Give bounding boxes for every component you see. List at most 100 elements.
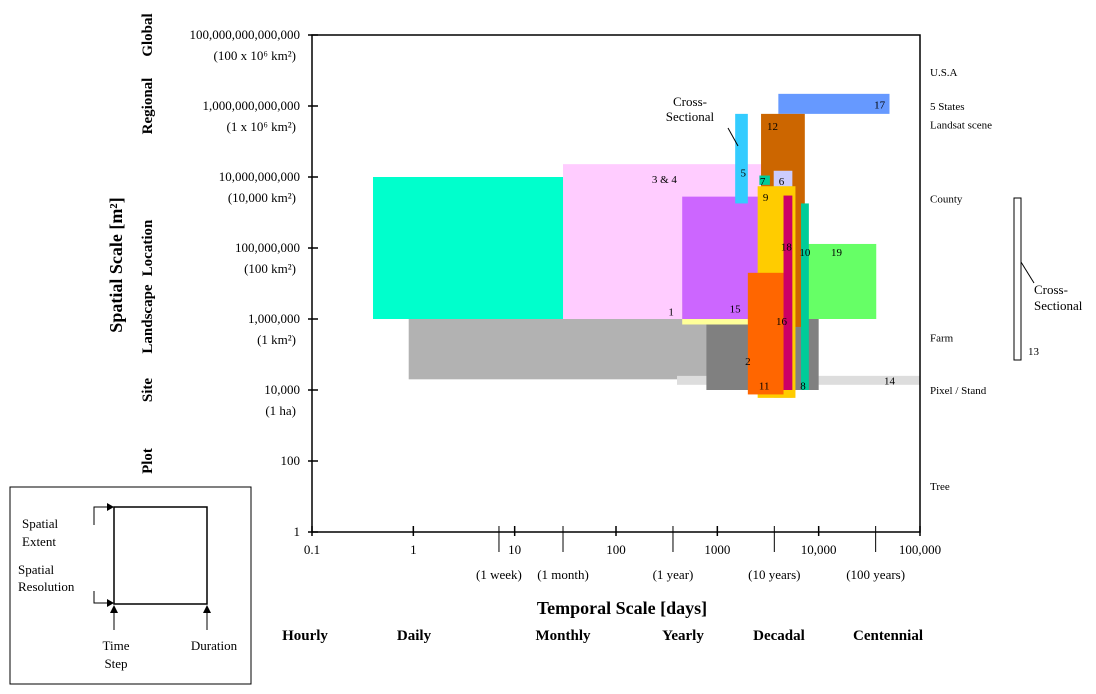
y-tick-sublabel: (100 km²) [244,261,296,276]
right-label: Tree [930,481,950,493]
y-tick-sublabel: (1 km²) [257,332,296,347]
study-label-14: 14 [884,375,896,387]
x-period-label: (100 years) [846,567,905,582]
study-label-11: 11 [759,381,770,393]
legend-spatial-extent: Spatial Extent [22,516,58,549]
study-label-3-4: 3 & 4 [652,174,678,186]
x-period-label: (1 month) [537,567,589,582]
spatial-categories: Plot Site Landscape Location Regional Global [140,13,156,474]
legend-timestep-arrowhead [110,605,118,613]
cross-sectional-annotation-inner: Cross-Sectional [666,94,739,147]
study-label-15: 15 [730,303,742,315]
study-rect-19 [802,243,877,319]
x-period-label: (1 week) [476,567,522,582]
temporal-category-centennial: Centennial [853,628,923,644]
axes: 0.1 1 10 100 1000 10,000 100,000(1 week) (1 mon… [190,27,942,582]
x-axis-title: Temporal Scale [days] [537,598,707,618]
y-tick-sublabel: (10,000 km²) [228,190,296,205]
x-tick-label: 100,000 [899,542,941,557]
x-tick-label: 10 [508,542,521,557]
study-label-18: 18 [781,242,793,254]
study-label-9: 9 [763,192,769,204]
spatial-category-global: Global [140,13,156,56]
y-tick-sublabel: (1 ha) [265,403,296,418]
temporal-category-hourly: Hourly [282,628,328,644]
study-label-8: 8 [800,381,806,393]
y-tick-label: 100,000,000 [235,240,300,255]
temporal-categories: Hourly Daily Monthly Yearly Decadal Centennia… [282,628,923,644]
cross-sectional-annotation-outer: Cross-Sectional 13 [1013,197,1083,361]
x-tick-label: 0.1 [304,542,320,557]
y-tick-label: 10,000 [264,382,300,397]
cross-sectional-label-inner: Cross-Sectional [666,94,715,124]
legend-spatial-resolution: Spatial Resolution [18,562,75,594]
temporal-category-monthly: Monthly [535,628,591,644]
x-tick-label: 1 [410,542,417,557]
temporal-category-daily: Daily [397,628,432,644]
cross-sectional-bar [1013,197,1022,361]
study-label-19: 19 [831,247,843,259]
study-rect-18 [783,195,793,390]
study-label-1: 1 [668,306,674,318]
legend-time-step: Time Step [103,638,130,671]
y-tick-label: 100 [281,453,301,468]
legend-duration: Duration [191,638,238,653]
right-label: Pixel / Stand [930,385,987,397]
study-label-7: 7 [760,176,766,188]
cross-sectional-number: 13 [1028,346,1040,358]
x-period-label: (1 year) [653,567,694,582]
legend-resolution-arrow [93,591,110,604]
y-tick-sublabel: (1 x 10⁶ km²) [227,119,296,134]
x-tick-label: 10,000 [801,542,837,557]
study-label-12: 12 [767,121,778,133]
spatial-category-site: Site [140,378,156,403]
y-tick-label: 1,000,000 [248,311,300,326]
cross-sectional-leader-outer [1020,261,1035,284]
y-tick-label: 1 [294,524,301,539]
study-rectangles [373,93,920,398]
spatial-category-landscape: Landscape [140,284,156,354]
spatial-category-plot: Plot [140,448,156,474]
cross-sectional-leader-inner [727,127,739,147]
right-label: Landsat scene [930,120,992,132]
x-tick-label: 100 [606,542,626,557]
legend: Spatial Extent Spatial Resolution Time Step… [9,486,252,685]
study-label-2: 2 [745,356,751,368]
temporal-category-decadal: Decadal [753,628,805,644]
right-label: U.S.A [930,67,958,79]
study-rect-17 [778,93,890,114]
spatial-category-location: Location [140,219,156,276]
x-period-label: (10 years) [748,567,800,582]
right-scale-labels: U.S.A 5 States Landsat scene County Farm Pixe… [930,67,992,493]
legend-duration-arrowhead [203,605,211,613]
right-label: Farm [930,333,954,345]
y-tick-label: 1,000,000,000,000 [203,98,301,113]
study-rect-11 [747,272,784,395]
legend-square [113,506,208,605]
temporal-category-yearly: Yearly [662,628,704,644]
right-label: 5 States [930,101,965,113]
y-tick-label: 100,000,000,000,000 [190,27,301,42]
study-label-17: 17 [874,100,886,112]
study-label-10: 10 [799,247,811,259]
legend-frame [9,486,252,685]
right-label: County [930,193,963,205]
study-rect-7 [759,175,770,185]
y-tick-sublabel: (100 x 10⁶ km²) [214,48,296,63]
legend-extent-arrow [93,506,110,525]
study-label-6: 6 [779,176,785,188]
legend-extent-arrowhead [107,503,114,511]
y-tick-label: 10,000,000,000 [219,169,300,184]
study-rect-2 [408,319,762,380]
study-rect-10 [801,203,809,390]
x-tick-label: 1000 [704,542,730,557]
cross-sectional-label-outer: Cross-Sectional [1034,282,1083,313]
study-label-16: 16 [776,316,788,328]
study-rect-5 [735,113,748,204]
legend-resolution-arrowhead [107,599,114,607]
y-axis-title: Spatial Scale [m²] [106,197,126,332]
study-label-5: 5 [740,168,746,180]
spatial-category-regional: Regional [140,78,156,135]
